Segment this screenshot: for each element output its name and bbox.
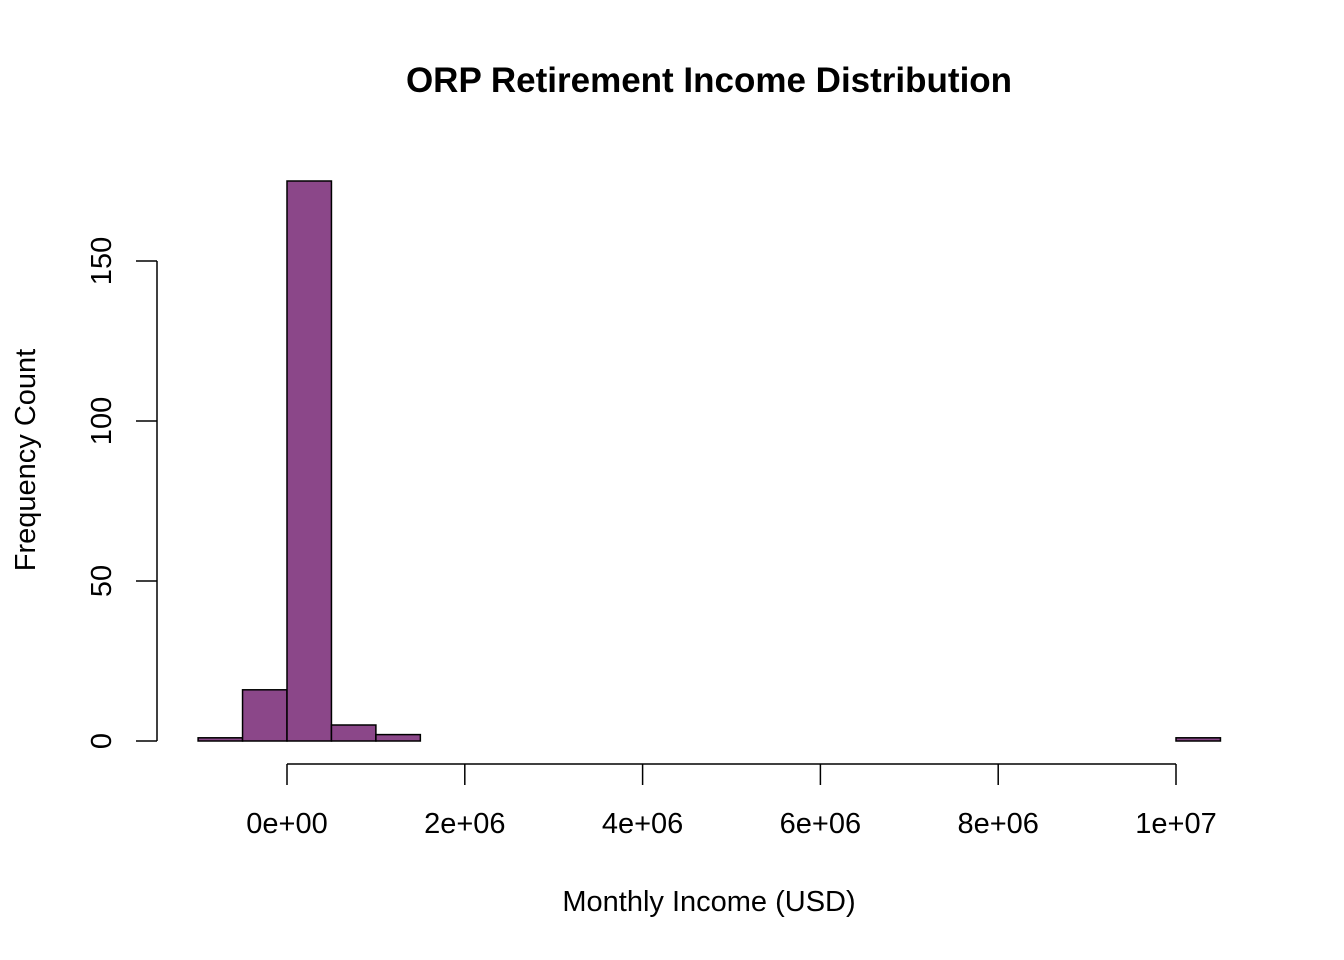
histogram-bar <box>241 689 288 742</box>
y-tick-label: 100 <box>86 397 118 445</box>
x-tick-label: 2e+06 <box>424 808 505 840</box>
y-axis: 0 50 100 150 <box>86 237 158 749</box>
histogram-bars <box>197 180 1222 742</box>
y-tick-label: 0 <box>86 733 118 749</box>
x-tick-label: 0e+00 <box>246 808 327 840</box>
y-tick-label: 150 <box>86 237 118 285</box>
x-axis: 0e+00 2e+06 4e+06 6e+06 8e+06 1e+07 <box>246 763 1217 840</box>
chart-title: ORP Retirement Income Distribution <box>406 61 1012 100</box>
histogram-bar <box>375 733 422 742</box>
histogram-bar <box>197 737 244 742</box>
x-tick-label: 6e+06 <box>780 808 861 840</box>
x-axis-label: Monthly Income (USD) <box>562 886 855 918</box>
histogram-bar <box>330 724 377 742</box>
histogram-bar <box>286 180 333 742</box>
y-tick-label: 50 <box>86 565 118 597</box>
histogram-bar <box>1175 737 1222 742</box>
x-tick-label: 1e+07 <box>1135 808 1216 840</box>
y-axis-label: Frequency Count <box>10 349 42 571</box>
x-tick-label: 4e+06 <box>602 808 683 840</box>
x-tick-label: 8e+06 <box>957 808 1038 840</box>
